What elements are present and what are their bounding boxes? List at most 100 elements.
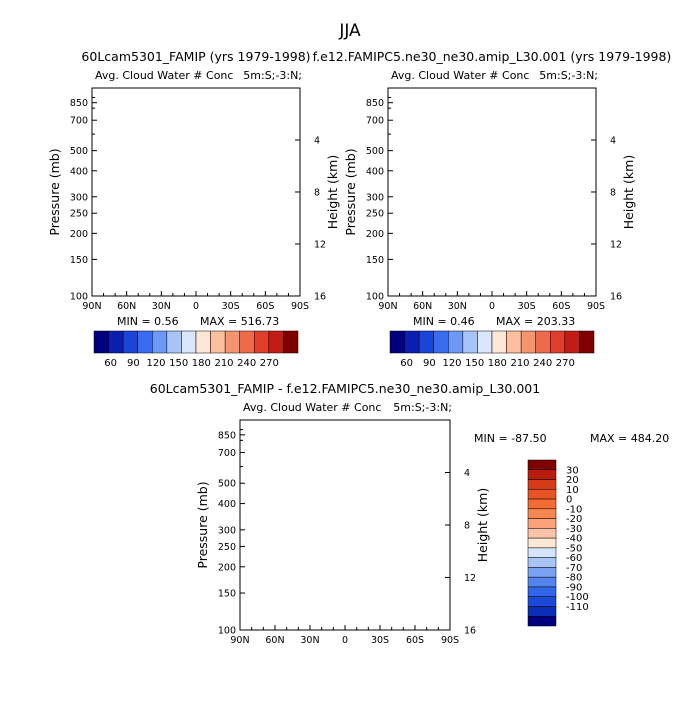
colorbar-box (527, 537, 557, 549)
min-label: MIN = 0.46 (413, 315, 475, 328)
x-tick-label: 90N (378, 301, 397, 312)
x-tick-label: 30S (371, 635, 389, 646)
colorbar-label: 60 (400, 358, 413, 369)
colorbar-label: -40 (566, 534, 582, 545)
colorbar-label: -90 (566, 582, 582, 593)
y2-axis-label: Height (km) (325, 155, 340, 229)
colorbar-label: -100 (566, 592, 589, 603)
panel-1: 60Lcam5301_FAMIP (yrs 1979-1998) Avg. Clo… (47, 49, 340, 369)
colorbar-box (268, 330, 284, 354)
y-tick-label: 700 (218, 448, 236, 459)
x-tick-label: 60N (117, 301, 136, 312)
y-tick-label: 100 (218, 626, 236, 637)
y-tick-label: 500 (218, 479, 236, 490)
colorbar-label: -50 (566, 543, 582, 554)
colorbar-label: -60 (566, 553, 582, 564)
y-tick-label: 850 (218, 430, 236, 441)
colorbar: 60 90 120 150 180 210 240 270 (93, 330, 299, 369)
x-tick-label: 30N (448, 301, 467, 312)
colorbar-box (527, 508, 557, 519)
colorbar-box (527, 469, 557, 480)
colorbar-box (195, 330, 211, 354)
y-tick-label: 250 (70, 209, 88, 220)
y-tick-label: 300 (70, 192, 88, 203)
colorbar-box (527, 489, 557, 500)
colorbar-box (448, 330, 464, 354)
x-tick-label: 60S (552, 301, 570, 312)
colorbar-box (418, 330, 434, 354)
max-label: MAX = 516.73 (200, 315, 279, 328)
colorbar-box (166, 330, 182, 354)
colorbar-box (527, 557, 557, 568)
y2-tick-label: 4 (464, 468, 470, 479)
colorbar-label: 30 (566, 465, 579, 476)
y-axis-label: Pressure (mb) (195, 481, 210, 568)
colorbar-box (404, 330, 420, 354)
colorbar-box (527, 576, 557, 588)
x-tick-label: 0 (489, 301, 495, 312)
colorbar-label: 120 (442, 358, 461, 369)
panel-subtitle-left: Avg. Cloud Water # Conc (95, 69, 233, 82)
y-tick-label: 100 (366, 292, 384, 303)
y-tick-label: 150 (218, 589, 236, 600)
colorbar-box (93, 330, 109, 354)
panel-title: f.e12.FAMIPC5.ne30_ne30.amip_L30.001 (yr… (313, 49, 672, 64)
panel-subtitle-right: 5m:S;-3:N; (243, 69, 302, 82)
colorbar-box (527, 498, 557, 510)
panel-subtitle-right: 5m:S;-3:N; (539, 69, 598, 82)
panel-subtitle-left: Avg. Cloud Water # Conc (391, 69, 529, 82)
colorbar-label: 150 (465, 358, 484, 369)
colorbar-label: -10 (566, 504, 582, 515)
y2-tick-label: 12 (314, 239, 326, 250)
colorbar-box (254, 330, 270, 354)
y2-tick-label: 12 (464, 573, 476, 584)
colorbar-box (527, 479, 557, 490)
y2-tick-label: 4 (610, 135, 616, 146)
y-tick-label: 300 (218, 525, 236, 536)
y-tick-label: 700 (366, 116, 384, 127)
x-tick-label: 90N (230, 635, 249, 646)
y-tick-label: 200 (70, 229, 88, 240)
colorbar-label: 150 (169, 358, 188, 369)
max-label: MAX = 203.33 (496, 315, 575, 328)
colorbar-box (224, 330, 240, 354)
colorbar-box (181, 330, 197, 354)
colorbar-label: -70 (566, 563, 582, 574)
panel-subtitle-right: 5m:S;-3:N; (393, 401, 452, 414)
colorbar-box (527, 606, 557, 617)
colorbar-box (137, 330, 153, 354)
colorbar-box (283, 330, 299, 354)
x-tick-label: 90N (82, 301, 101, 312)
y2-tick-label: 4 (314, 135, 320, 146)
y2-tick-label: 8 (610, 187, 616, 198)
colorbar-box (122, 330, 138, 354)
colorbar-box (527, 518, 557, 529)
x-tick-label: 90S (291, 301, 309, 312)
colorbar-label: -80 (566, 573, 582, 584)
y2-tick-label: 16 (610, 291, 622, 302)
colorbar-label: 120 (146, 358, 165, 369)
colorbar-box (579, 330, 595, 354)
colorbar-label: 180 (488, 358, 507, 369)
colorbar-label: 240 (237, 358, 256, 369)
colorbar-label: 270 (556, 358, 575, 369)
y-tick-label: 150 (70, 255, 88, 266)
colorbar-box (527, 528, 557, 539)
colorbar-box (152, 330, 168, 354)
y-tick-label: 300 (366, 192, 384, 203)
x-tick-label: 30S (518, 301, 536, 312)
colorbar-box (210, 330, 226, 354)
colorbar-label: 10 (566, 485, 579, 496)
y-tick-label: 700 (70, 116, 88, 127)
y-tick-label: 100 (70, 292, 88, 303)
y2-tick-label: 16 (464, 625, 476, 636)
colorbar-label: -30 (566, 524, 582, 535)
y-tick-label: 400 (366, 166, 384, 177)
colorbar-label: 210 (510, 358, 529, 369)
x-tick-label: 60N (413, 301, 432, 312)
y2-axis-label: Height (km) (475, 488, 490, 562)
max-label: MAX = 484.20 (590, 432, 669, 445)
colorbar-label: 270 (260, 358, 279, 369)
